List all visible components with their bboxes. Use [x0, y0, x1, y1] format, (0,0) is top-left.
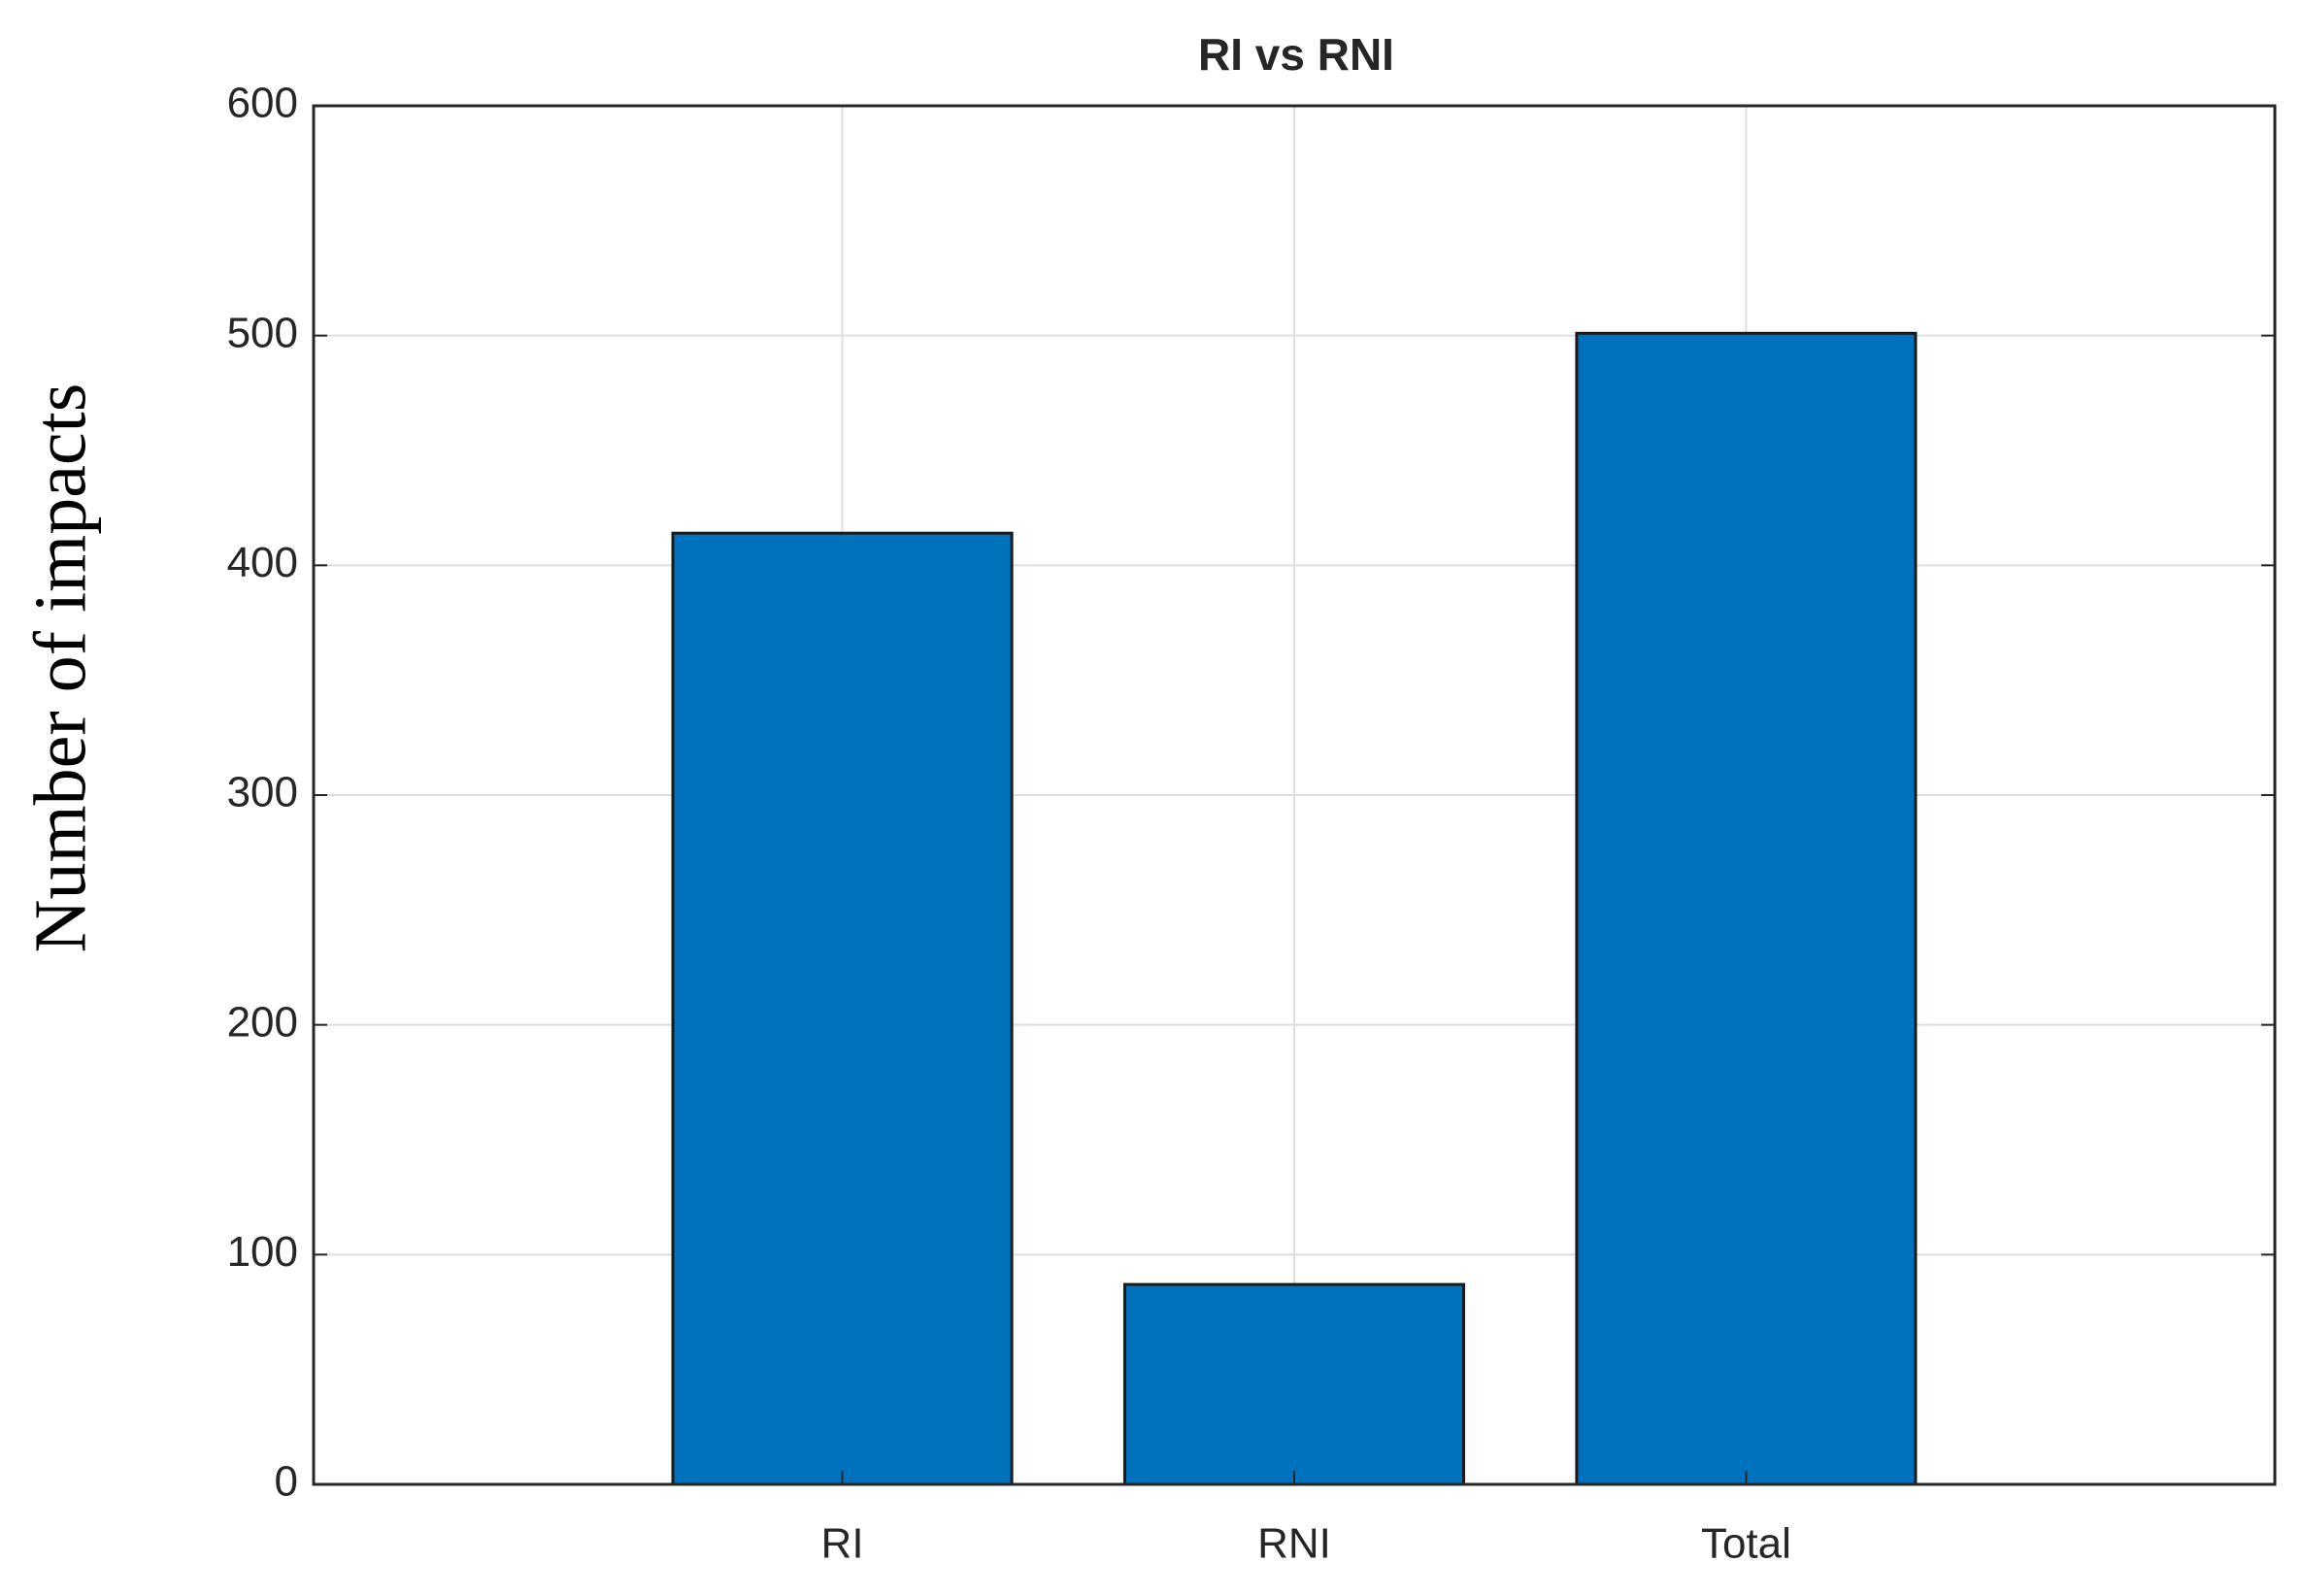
bar [1575, 331, 1918, 1486]
plot-frame [312, 104, 2277, 1486]
y-tick-label: 100 [227, 1228, 298, 1276]
y-tick-label: 500 [227, 309, 298, 356]
bar [1122, 1282, 1466, 1486]
y-tick-label: 400 [227, 539, 298, 586]
y-tick-label: 300 [227, 769, 298, 816]
chart-title: RI vs RNI [1198, 29, 1394, 80]
y-tick-label: 600 [227, 80, 298, 127]
y-tick-label: 0 [275, 1458, 298, 1506]
x-tick-label: RI [821, 1520, 864, 1568]
y-tick-label: 200 [227, 998, 298, 1046]
x-tick-label: Total [1701, 1520, 1791, 1568]
x-tick-label: RNI [1257, 1520, 1331, 1568]
bar [671, 531, 1014, 1486]
y-axis-label: Number of impacts [19, 383, 101, 953]
